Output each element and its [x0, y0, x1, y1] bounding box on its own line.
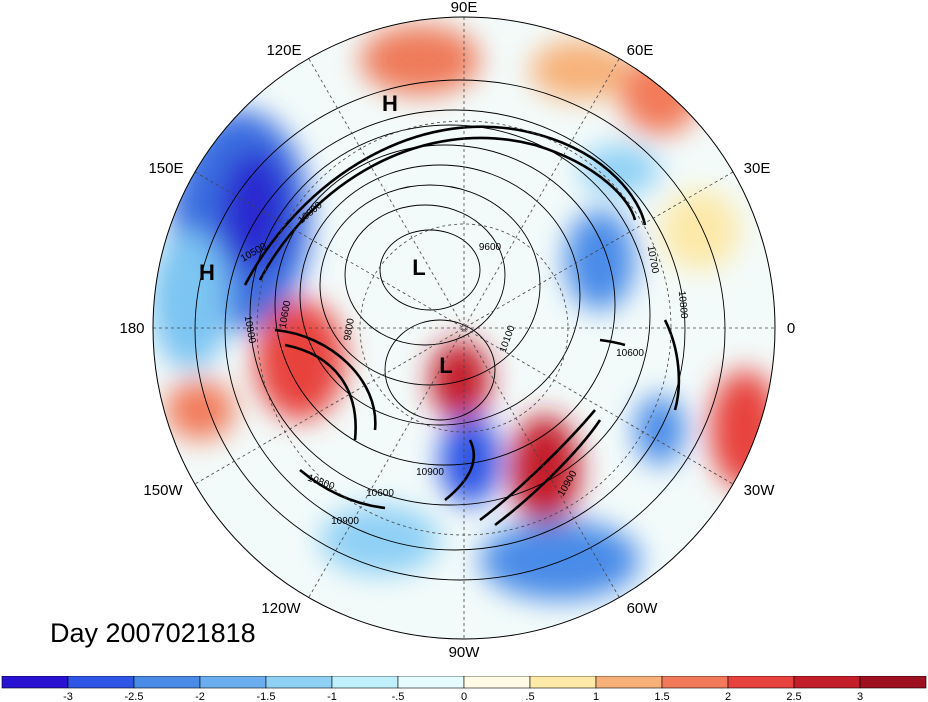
contour-label: 10600	[616, 348, 644, 359]
colorbar-tick-labels: -3 -2.5 -2 -1.5 -1 -.5 0 .5 1 1.5 2 2.5 3	[63, 691, 863, 702]
colorbar-tick-label: 2.5	[786, 691, 801, 702]
low-pressure-label: L	[412, 255, 425, 280]
lon-label-0: 0	[787, 320, 795, 337]
low-pressure-label: L	[439, 353, 452, 378]
colorbar: -3 -2.5 -2 -1.5 -1 -.5 0 .5 1 1.5 2 2.5 3	[1, 676, 927, 702]
lon-label-120w: 120W	[261, 600, 301, 617]
colorbar-swatch	[529, 676, 597, 689]
colorbar-swatch	[331, 676, 399, 689]
lon-label-60w: 60W	[627, 600, 659, 617]
colorbar-swatch	[661, 676, 729, 689]
lon-label-30e: 30E	[744, 160, 771, 177]
colorbar-swatch	[1, 676, 69, 689]
colorbar-swatch	[463, 676, 531, 689]
colorbar-swatch	[133, 676, 201, 689]
high-pressure-label: H	[199, 260, 215, 285]
contour-label: 10600	[366, 488, 394, 499]
colorbar-tick-label: -2.5	[125, 691, 144, 702]
anomaly-shading	[153, 17, 775, 639]
colorbar-tick-label: 2	[725, 691, 731, 702]
colorbar-tick-label: -.5	[392, 691, 405, 702]
colorbar-swatch	[397, 676, 465, 689]
colorbar-tick-label: .5	[525, 691, 534, 702]
contour-label: 9800	[342, 317, 357, 341]
graticule	[153, 17, 775, 639]
lon-label-30w: 30W	[744, 482, 776, 499]
lon-label-90e: 90E	[451, 0, 478, 16]
colorbar-swatches	[1, 676, 927, 689]
contour-label: 10900	[331, 516, 359, 527]
high-pressure-label: H	[382, 91, 398, 116]
colorbar-swatch	[595, 676, 663, 689]
colorbar-tick-label: 3	[857, 691, 863, 702]
colorbar-tick-label: 1	[593, 691, 599, 702]
colorbar-tick-label: -1	[327, 691, 337, 702]
colorbar-tick-label: 1.5	[654, 691, 669, 702]
contour-label: 10800	[242, 315, 258, 345]
contour-label: 10600	[278, 299, 294, 329]
lon-label-60e: 60E	[627, 42, 654, 59]
lon-label-180: 180	[119, 320, 144, 337]
colorbar-swatch	[793, 676, 861, 689]
map-boundary	[152, 16, 776, 640]
contour-label: 10900	[416, 467, 444, 478]
colorbar-tick-label: -3	[63, 691, 73, 702]
colorbar-tick-label: -1.5	[257, 691, 276, 702]
lon-label-150w: 150W	[143, 482, 183, 499]
contour-label: 9600	[479, 242, 502, 253]
colorbar-tick-label: 0	[461, 691, 467, 702]
colorbar-swatch	[859, 676, 927, 689]
date-title: Day 2007021818	[50, 618, 256, 648]
lon-label-120e: 120E	[266, 42, 301, 59]
jet-contours	[243, 125, 681, 527]
colorbar-swatch	[67, 676, 135, 689]
colorbar-swatch	[727, 676, 795, 689]
colorbar-swatch	[265, 676, 333, 689]
lon-label-150e: 150E	[148, 160, 183, 177]
colorbar-swatch	[199, 676, 267, 689]
lon-label-90w: 90W	[449, 644, 481, 661]
contour-label: 10700	[645, 245, 661, 275]
colorbar-tick-label: -2	[195, 691, 205, 702]
height-contours	[194, 79, 726, 581]
contour-label: 10800	[676, 290, 689, 319]
